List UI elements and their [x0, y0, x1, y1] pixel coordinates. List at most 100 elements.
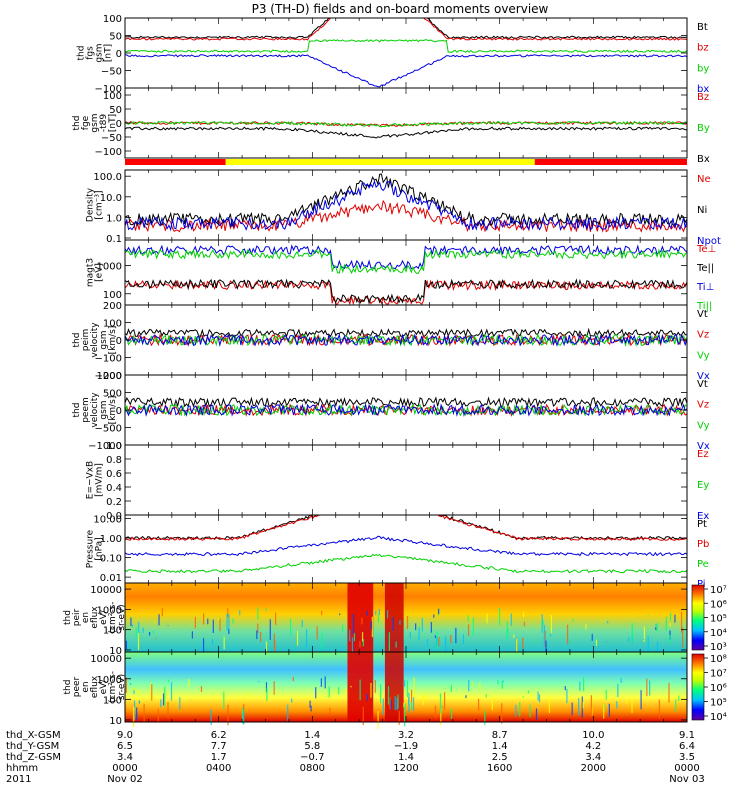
spectrogram-streak [291, 698, 293, 703]
spectrogram-streak [157, 708, 159, 722]
spectrogram-streak [678, 695, 680, 702]
spectrogram-streak [421, 617, 423, 632]
spectrogram-streak [519, 702, 521, 717]
y-axis-label: eflux [90, 606, 100, 629]
spectrogram-streak [390, 699, 392, 710]
spectrogram-streak [125, 677, 127, 693]
series-ti-line [124, 244, 688, 270]
spectrogram-streak [656, 623, 658, 632]
legend-density-0: Ne [697, 174, 711, 185]
spectrogram-streak [396, 697, 398, 711]
spectrogram-streak [133, 690, 135, 695]
x-axis-value: 0000 [112, 763, 137, 774]
spectrogram-streak [607, 621, 609, 624]
y-tick-label: 100 [103, 91, 122, 102]
spectrogram-streak [212, 619, 214, 634]
spectrogram-streak [155, 638, 157, 640]
x-axis-row-label: thd_X-GSM [6, 730, 61, 741]
x-axis-value: 3.5 [679, 752, 695, 763]
y-tick-label: 10 [109, 646, 122, 657]
spectrogram-streak [350, 685, 352, 688]
spectrogram-streak [513, 634, 515, 638]
x-axis-row-label: thd_Z-GSM [6, 752, 61, 763]
spectrogram-streak [515, 704, 517, 717]
spectrogram-streak [287, 704, 289, 721]
spectrogram-streak [680, 612, 683, 633]
x-axis-ephemeris: thd_X-GSMthd_Y-GSMthd_Z-GSMhhmm20119.06.… [6, 730, 705, 785]
spectrogram-streak [329, 707, 331, 715]
quality-segment-red [534, 159, 687, 165]
spectrogram-streak [167, 679, 170, 682]
spectrogram-streak [516, 638, 518, 656]
legend-fgs-3: bx [697, 84, 709, 95]
y-axis-label: sr-eV) [117, 674, 127, 700]
y-tick-label: 100 [103, 695, 122, 706]
spectrogram-streak [620, 678, 622, 683]
y-tick-label: −50 [101, 133, 122, 144]
spectrogram-streak [613, 689, 615, 691]
spectrogram-streak [366, 693, 369, 701]
spectrogram-streak [430, 622, 432, 633]
spectrogram-streak [450, 685, 453, 693]
spectrogram-streak [316, 626, 318, 640]
spectrogram-streak [425, 692, 427, 701]
panel-temp: Te⊥ Te|| Ti⊥ Ti|| 1000 100 magt3 [eV] [86, 239, 716, 312]
spectrogram-streak [338, 686, 340, 695]
spectrogram-streak [202, 613, 205, 625]
spectrogram-streak [242, 706, 244, 724]
y-axis-label: [nT] [104, 44, 114, 62]
y-tick-label: 1000 [97, 371, 122, 382]
spectrogram-streak [467, 615, 469, 622]
spectrogram-streak [309, 700, 311, 708]
spectrogram-streak [352, 614, 355, 635]
spectrogram-streak [656, 641, 659, 661]
series-vx-line [124, 332, 688, 347]
legend-peim-3: Vx [697, 371, 710, 382]
y-tick-label: 50 [109, 105, 122, 116]
y-tick-label: 10.00 [93, 514, 122, 525]
quality-segment-yellow [225, 159, 535, 165]
legend-efield-2: Ex [697, 511, 709, 522]
colorbar-tick-label: 10⁶ [710, 683, 727, 694]
y-axis-label: thd [77, 46, 87, 61]
spectrogram-streak [581, 696, 583, 718]
panel-peir: 10⁷ 10⁶ 10⁵ 10⁴ 10³ 10000 1000 100 10 thd peir en ef… [63, 582, 727, 661]
y-tick-label: −200 [95, 371, 122, 382]
legend-peem-3: Vx [697, 441, 710, 452]
series-pe-line [124, 553, 688, 574]
spectrogram-streak [256, 630, 258, 640]
spectrogram-streak [167, 702, 169, 719]
spectrogram-streak [232, 618, 234, 624]
y-axis-label: peem [81, 397, 91, 423]
spectrogram-streak [655, 624, 657, 627]
spectrogram-streak [387, 686, 390, 705]
panel-peer: 10⁸ 10⁷ 10⁶ 10⁵ 10⁴ 10000 1000 100 10 thd peer en ef… [63, 651, 727, 730]
spectrogram-streak [682, 627, 684, 648]
spectrogram-streak [361, 617, 363, 625]
x-axis-date: Nov 03 [669, 774, 704, 785]
y-tick-label: 0.2 [106, 497, 122, 508]
y-tick-label: −100 [95, 354, 122, 365]
legend-temp-0: Te⊥ [696, 244, 716, 255]
y-axis-label: thd [72, 333, 82, 348]
spectrogram-streak [395, 641, 397, 648]
spectrogram-streak [202, 638, 205, 659]
spectrogram-streak [485, 694, 487, 698]
spectrogram-streak [335, 690, 337, 694]
spectrogram-streak [675, 699, 677, 712]
x-axis-value: 0000 [674, 763, 699, 774]
x-axis-value: 1200 [393, 763, 418, 774]
y-tick-label: −1000 [88, 441, 122, 452]
y-tick-label: 10 [109, 716, 122, 727]
y-axis-label: [km/s] [108, 396, 118, 425]
spectrogram-streak [142, 627, 144, 633]
spectrogram-streak [647, 635, 649, 656]
spectrogram-streak [137, 632, 140, 651]
spectrogram-streak [510, 613, 512, 626]
spectrogram-streak [227, 704, 229, 726]
legend-density-2: Npot [697, 236, 721, 247]
spectrogram-streak [151, 684, 153, 701]
